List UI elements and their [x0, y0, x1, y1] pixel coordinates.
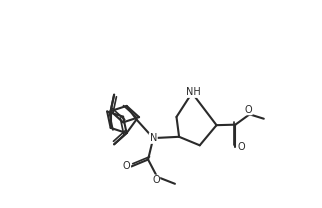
Text: N: N — [149, 133, 157, 143]
Text: O: O — [244, 105, 252, 115]
Text: O: O — [152, 175, 160, 185]
Text: O: O — [237, 142, 245, 152]
Text: O: O — [123, 161, 130, 172]
Text: NH: NH — [186, 87, 201, 97]
